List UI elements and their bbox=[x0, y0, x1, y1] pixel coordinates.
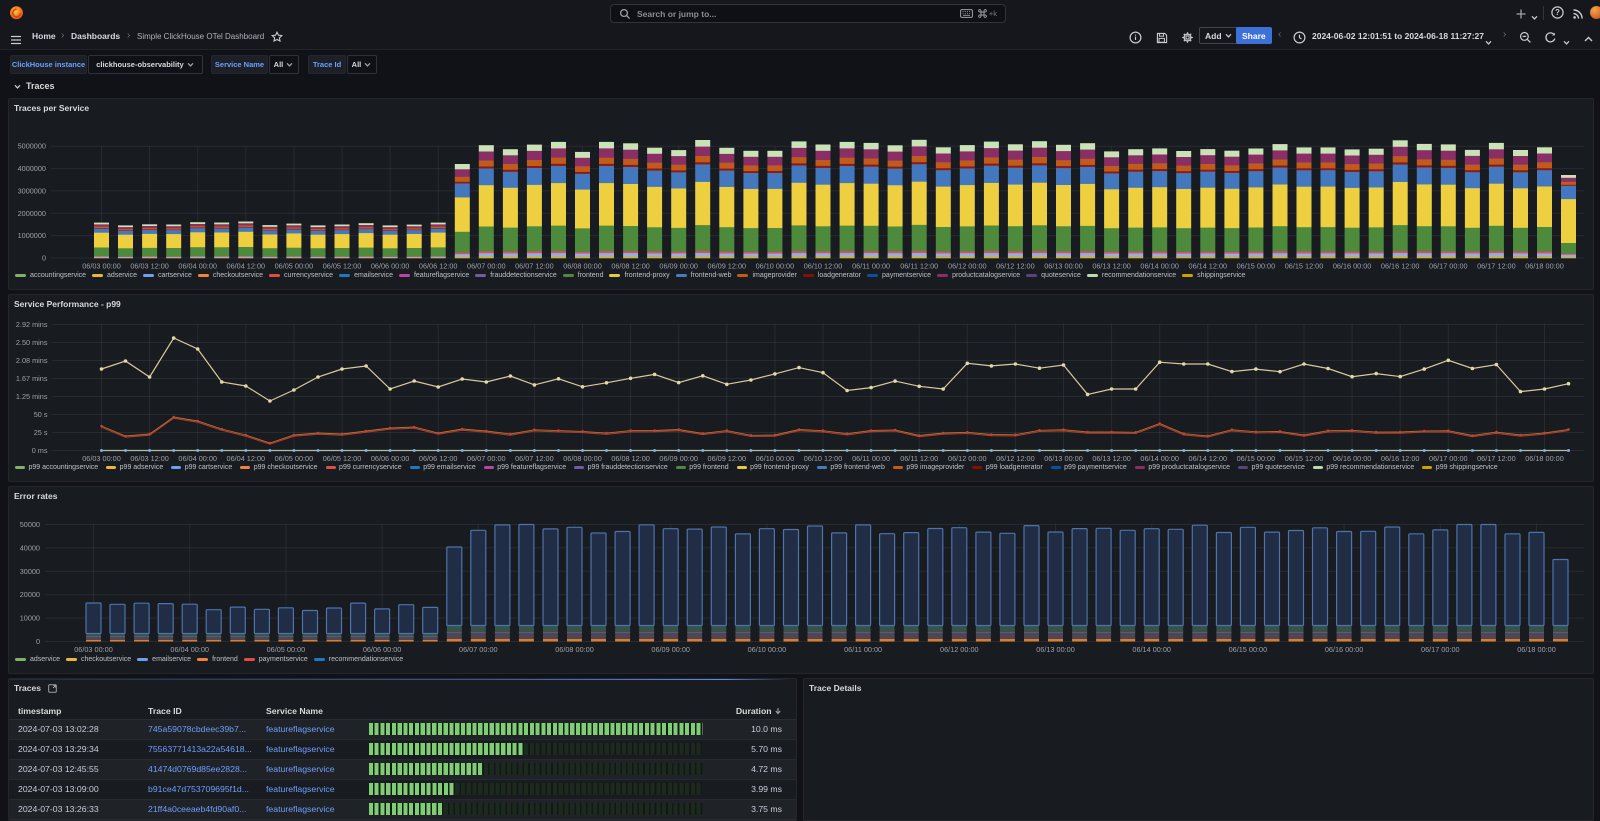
svg-text:06/09 12:00: 06/09 12:00 bbox=[708, 262, 747, 271]
svg-text:06/12 00:00: 06/12 00:00 bbox=[940, 645, 979, 654]
svg-text:0: 0 bbox=[36, 637, 40, 646]
svg-text:06/17 12:00: 06/17 12:00 bbox=[1477, 262, 1516, 271]
svg-text:06/04 12:00: 06/04 12:00 bbox=[227, 454, 266, 463]
svg-text:06/05 00:00: 06/05 00:00 bbox=[275, 262, 314, 271]
svg-text:06/08 12:00: 06/08 12:00 bbox=[611, 262, 650, 271]
svg-text:0: 0 bbox=[42, 254, 46, 263]
svg-text:40000: 40000 bbox=[20, 543, 40, 552]
svg-text:06/17 00:00: 06/17 00:00 bbox=[1429, 262, 1468, 271]
svg-text:4000000: 4000000 bbox=[18, 164, 46, 173]
svg-text:20000: 20000 bbox=[20, 590, 40, 599]
svg-text:2.92 mins: 2.92 mins bbox=[16, 320, 48, 329]
svg-text:2.08 mins: 2.08 mins bbox=[16, 356, 48, 365]
svg-text:06/09 12:00: 06/09 12:00 bbox=[708, 454, 747, 463]
svg-text:06/06 00:00: 06/06 00:00 bbox=[371, 454, 410, 463]
svg-text:06/17 12:00: 06/17 12:00 bbox=[1477, 454, 1516, 463]
svg-text:06/10 00:00: 06/10 00:00 bbox=[756, 262, 795, 271]
svg-text:1000000: 1000000 bbox=[18, 231, 46, 240]
svg-text:06/14 00:00: 06/14 00:00 bbox=[1140, 262, 1179, 271]
svg-text:06/13 00:00: 06/13 00:00 bbox=[1044, 454, 1083, 463]
svg-text:06/14 00:00: 06/14 00:00 bbox=[1132, 645, 1171, 654]
svg-text:06/04 12:00: 06/04 12:00 bbox=[227, 262, 266, 271]
svg-text:06/11 00:00: 06/11 00:00 bbox=[852, 262, 890, 271]
svg-text:?: ? bbox=[1555, 8, 1560, 17]
svg-text:06/12 00:00: 06/12 00:00 bbox=[948, 454, 987, 463]
svg-text:06/12 00:00: 06/12 00:00 bbox=[948, 262, 987, 271]
svg-text:06/05 12:00: 06/05 12:00 bbox=[323, 262, 362, 271]
svg-text:06/15 12:00: 06/15 12:00 bbox=[1285, 454, 1324, 463]
svg-text:06/13 00:00: 06/13 00:00 bbox=[1044, 262, 1083, 271]
svg-text:06/13 12:00: 06/13 12:00 bbox=[1092, 454, 1131, 463]
svg-text:06/12 12:00: 06/12 12:00 bbox=[996, 262, 1035, 271]
svg-text:06/16 00:00: 06/16 00:00 bbox=[1333, 262, 1372, 271]
svg-text:06/17 00:00: 06/17 00:00 bbox=[1429, 454, 1468, 463]
svg-text:50000: 50000 bbox=[20, 520, 40, 529]
svg-text:0 ms: 0 ms bbox=[32, 446, 48, 455]
svg-text:06/11 00:00: 06/11 00:00 bbox=[852, 454, 890, 463]
svg-text:06/09 00:00: 06/09 00:00 bbox=[651, 645, 690, 654]
svg-text:2.50 mins: 2.50 mins bbox=[16, 338, 48, 347]
svg-text:06/08 00:00: 06/08 00:00 bbox=[555, 645, 594, 654]
svg-text:06/03 00:00: 06/03 00:00 bbox=[82, 454, 121, 463]
svg-text:06/04 00:00: 06/04 00:00 bbox=[170, 645, 209, 654]
svg-text:06/14 00:00: 06/14 00:00 bbox=[1140, 454, 1179, 463]
svg-text:1.67 mins: 1.67 mins bbox=[16, 374, 48, 383]
svg-text:06/16 12:00: 06/16 12:00 bbox=[1381, 454, 1420, 463]
svg-text:06/08 00:00: 06/08 00:00 bbox=[563, 262, 602, 271]
svg-text:06/07 00:00: 06/07 00:00 bbox=[467, 262, 506, 271]
svg-text:06/04 00:00: 06/04 00:00 bbox=[178, 454, 217, 463]
svg-text:30000: 30000 bbox=[20, 567, 40, 576]
svg-text:06/06 00:00: 06/06 00:00 bbox=[363, 645, 402, 654]
svg-text:10000: 10000 bbox=[20, 614, 40, 623]
svg-text:06/06 12:00: 06/06 12:00 bbox=[419, 262, 458, 271]
svg-text:06/10 00:00: 06/10 00:00 bbox=[748, 645, 787, 654]
svg-text:06/07 12:00: 06/07 12:00 bbox=[515, 454, 554, 463]
svg-text:06/10 12:00: 06/10 12:00 bbox=[804, 262, 843, 271]
svg-text:06/14 12:00: 06/14 12:00 bbox=[1189, 454, 1228, 463]
svg-text:06/12 12:00: 06/12 12:00 bbox=[996, 454, 1035, 463]
svg-text:06/03 12:00: 06/03 12:00 bbox=[130, 454, 169, 463]
svg-text:06/11 12:00: 06/11 12:00 bbox=[900, 454, 938, 463]
svg-text:06/14 12:00: 06/14 12:00 bbox=[1189, 262, 1228, 271]
svg-text:06/16 12:00: 06/16 12:00 bbox=[1381, 262, 1420, 271]
svg-text:06/13 00:00: 06/13 00:00 bbox=[1036, 645, 1075, 654]
svg-text:06/09 00:00: 06/09 00:00 bbox=[659, 454, 698, 463]
svg-text:06/06 12:00: 06/06 12:00 bbox=[419, 454, 458, 463]
svg-text:1.25 mins: 1.25 mins bbox=[16, 392, 48, 401]
svg-text:06/10 00:00: 06/10 00:00 bbox=[756, 454, 795, 463]
svg-text:2000000: 2000000 bbox=[18, 209, 46, 218]
svg-text:50 s: 50 s bbox=[34, 410, 48, 419]
svg-text:06/08 00:00: 06/08 00:00 bbox=[563, 454, 602, 463]
svg-text:06/11 12:00: 06/11 12:00 bbox=[900, 262, 938, 271]
svg-text:25 s: 25 s bbox=[34, 428, 48, 437]
svg-text:06/10 12:00: 06/10 12:00 bbox=[804, 454, 843, 463]
svg-text:3000000: 3000000 bbox=[18, 186, 46, 195]
svg-text:06/04 00:00: 06/04 00:00 bbox=[178, 262, 217, 271]
svg-text:06/06 00:00: 06/06 00:00 bbox=[371, 262, 410, 271]
svg-text:06/16 00:00: 06/16 00:00 bbox=[1333, 454, 1372, 463]
svg-text:06/09 00:00: 06/09 00:00 bbox=[659, 262, 698, 271]
svg-text:06/15 00:00: 06/15 00:00 bbox=[1237, 454, 1276, 463]
svg-text:06/16 00:00: 06/16 00:00 bbox=[1325, 645, 1364, 654]
svg-text:06/08 12:00: 06/08 12:00 bbox=[611, 454, 650, 463]
svg-text:06/05 12:00: 06/05 12:00 bbox=[323, 454, 362, 463]
svg-text:06/03 00:00: 06/03 00:00 bbox=[82, 262, 121, 271]
svg-text:06/07 00:00: 06/07 00:00 bbox=[459, 645, 498, 654]
svg-text:06/13 12:00: 06/13 12:00 bbox=[1092, 262, 1131, 271]
svg-text:06/05 00:00: 06/05 00:00 bbox=[267, 645, 306, 654]
svg-text:5000000: 5000000 bbox=[18, 142, 46, 151]
svg-text:06/03 12:00: 06/03 12:00 bbox=[130, 262, 169, 271]
svg-text:06/03 00:00: 06/03 00:00 bbox=[74, 645, 113, 654]
svg-text:06/05 00:00: 06/05 00:00 bbox=[275, 454, 314, 463]
svg-text:06/17 00:00: 06/17 00:00 bbox=[1421, 645, 1460, 654]
svg-text:06/07 00:00: 06/07 00:00 bbox=[467, 454, 506, 463]
svg-text:06/11 00:00: 06/11 00:00 bbox=[844, 645, 882, 654]
svg-text:06/15 00:00: 06/15 00:00 bbox=[1237, 262, 1276, 271]
svg-text:06/18 00:00: 06/18 00:00 bbox=[1525, 454, 1564, 463]
svg-text:06/15 12:00: 06/15 12:00 bbox=[1285, 262, 1324, 271]
svg-text:06/18 00:00: 06/18 00:00 bbox=[1525, 262, 1564, 271]
svg-text:06/07 12:00: 06/07 12:00 bbox=[515, 262, 554, 271]
svg-text:06/15 00:00: 06/15 00:00 bbox=[1229, 645, 1268, 654]
svg-text:06/18 00:00: 06/18 00:00 bbox=[1517, 645, 1556, 654]
